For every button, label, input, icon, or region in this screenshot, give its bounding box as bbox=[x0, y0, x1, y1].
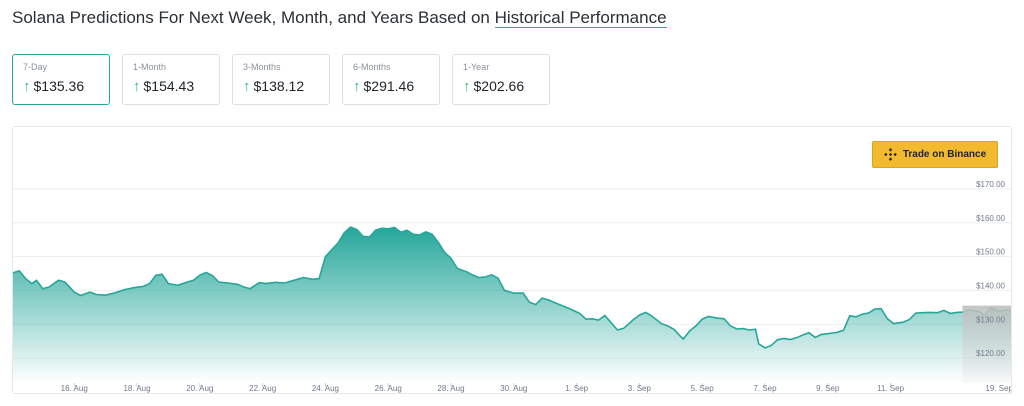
card-value-row: ↑ $291.46 bbox=[353, 78, 439, 94]
card-label: 6-Months bbox=[353, 62, 391, 72]
card-value-row: ↑ $154.43 bbox=[133, 78, 219, 94]
card-label: 7-Day bbox=[23, 62, 48, 72]
card-value: $135.36 bbox=[33, 78, 85, 94]
card-1-year[interactable]: 1-Year ↑ $202.66 bbox=[452, 54, 550, 105]
card-value-row: ↑ $135.36 bbox=[23, 78, 109, 94]
price-line bbox=[13, 226, 1011, 349]
x-tick-label: 24. Aug bbox=[312, 384, 339, 393]
x-tick-label: 18. Aug bbox=[123, 384, 150, 393]
card-value: $291.46 bbox=[363, 78, 415, 94]
x-tick-label: 30. Aug bbox=[500, 384, 527, 393]
arrow-up-icon: ↑ bbox=[463, 77, 471, 95]
card-6-months[interactable]: 6-Months ↑ $291.46 bbox=[342, 54, 440, 105]
x-tick-label: 9. Sep bbox=[816, 384, 840, 393]
card-3-months[interactable]: 3-Months ↑ $138.12 bbox=[232, 54, 330, 105]
card-value: $202.66 bbox=[473, 78, 525, 94]
card-value-row: ↑ $138.12 bbox=[243, 78, 329, 94]
x-tick-label: 28. Aug bbox=[437, 384, 464, 393]
x-tick-label: 20. Aug bbox=[186, 384, 213, 393]
x-tick-label: 22. Aug bbox=[249, 384, 276, 393]
y-tick-label: $120.00 bbox=[976, 349, 1005, 358]
price-chart-svg: $120.00 $130.00 $140.00 $150.00 $160.00 $170.… bbox=[13, 180, 1012, 393]
card-value: $154.43 bbox=[143, 78, 195, 94]
prediction-cards: 7-Day ↑ $135.36 1-Month ↑ $154.43 3-Months… bbox=[12, 54, 550, 105]
arrow-up-icon: ↑ bbox=[243, 77, 251, 95]
x-tick-label: 7. Sep bbox=[753, 384, 777, 393]
card-label: 1-Year bbox=[463, 62, 490, 72]
card-value: $138.12 bbox=[253, 78, 305, 94]
arrow-up-icon: ↑ bbox=[133, 77, 141, 95]
trade-button-label: Trade on Binance bbox=[902, 149, 987, 160]
price-area bbox=[13, 227, 1011, 383]
binance-logo-icon bbox=[883, 148, 897, 161]
card-1-month[interactable]: 1-Month ↑ $154.43 bbox=[122, 54, 220, 105]
card-label: 1-Month bbox=[133, 62, 167, 72]
x-tick-label: 1. Sep bbox=[565, 384, 589, 393]
arrow-up-icon: ↑ bbox=[23, 77, 31, 95]
x-tick-label: 26. Aug bbox=[375, 384, 402, 393]
card-7-day[interactable]: 7-Day ↑ $135.36 bbox=[12, 54, 110, 105]
y-tick-label: $140.00 bbox=[976, 281, 1005, 290]
x-tick-label: 11. Sep bbox=[877, 384, 905, 393]
card-value-row: ↑ $202.66 bbox=[463, 78, 549, 94]
trade-on-binance-button[interactable]: Trade on Binance bbox=[872, 141, 998, 168]
y-tick-label: $160.00 bbox=[976, 214, 1005, 223]
historical-performance-link[interactable]: Historical Performance bbox=[494, 8, 667, 28]
x-tick-label: 5. Sep bbox=[691, 384, 715, 393]
price-chart: $120.00 $130.00 $140.00 $150.00 $160.00 $170.… bbox=[12, 126, 1012, 394]
forecast-band bbox=[962, 305, 1011, 383]
arrow-up-icon: ↑ bbox=[353, 77, 361, 95]
x-tick-label: 3. Sep bbox=[628, 384, 652, 393]
x-tick-label: 16. Aug bbox=[61, 384, 88, 393]
y-tick-label: $150.00 bbox=[976, 248, 1005, 257]
page-title-text: Solana Predictions For Next Week, Month,… bbox=[12, 8, 495, 27]
card-label: 3-Months bbox=[243, 62, 281, 72]
y-tick-label: $130.00 bbox=[976, 315, 1005, 324]
x-tick-label: 19. Sep bbox=[985, 384, 1012, 393]
page-title: Solana Predictions For Next Week, Month,… bbox=[12, 8, 667, 28]
y-tick-label: $170.00 bbox=[976, 180, 1005, 189]
